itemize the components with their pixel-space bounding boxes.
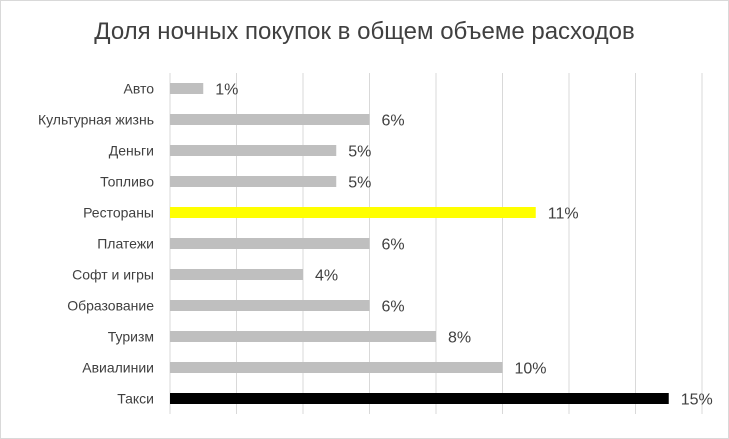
data-label: 10%	[515, 361, 547, 378]
data-label: 6%	[382, 299, 405, 316]
category-label: Авиалинии	[82, 360, 154, 376]
data-label: 1%	[215, 82, 238, 99]
bar	[170, 114, 370, 125]
category-label: Такси	[117, 391, 154, 407]
category-label: Образование	[67, 298, 154, 314]
bar	[170, 269, 303, 280]
chart-title: Доля ночных покупок в общем объеме расхо…	[94, 18, 635, 45]
category-label: Софт и игры	[72, 267, 154, 283]
bar	[170, 393, 669, 404]
category-label: Деньги	[109, 143, 154, 159]
category-label: Авто	[123, 81, 154, 97]
bar	[170, 362, 503, 373]
bar	[170, 176, 337, 187]
category-label: Топливо	[100, 174, 154, 190]
bar	[170, 300, 370, 311]
data-label: 15%	[681, 392, 713, 409]
data-label: 8%	[448, 330, 471, 347]
bar	[170, 207, 536, 218]
data-label: 6%	[382, 113, 405, 130]
data-label: 4%	[315, 268, 338, 285]
category-label: Платежи	[97, 236, 154, 252]
category-label: Рестораны	[83, 205, 154, 221]
data-label: 11%	[548, 206, 579, 223]
bar	[170, 145, 337, 156]
data-label: 5%	[348, 144, 371, 161]
data-label: 6%	[382, 237, 405, 254]
category-label: Туризм	[108, 329, 154, 345]
bar	[170, 238, 370, 249]
bar	[170, 83, 204, 94]
data-label: 5%	[348, 175, 371, 192]
category-label: Культурная жизнь	[38, 112, 154, 128]
bar	[170, 331, 436, 342]
